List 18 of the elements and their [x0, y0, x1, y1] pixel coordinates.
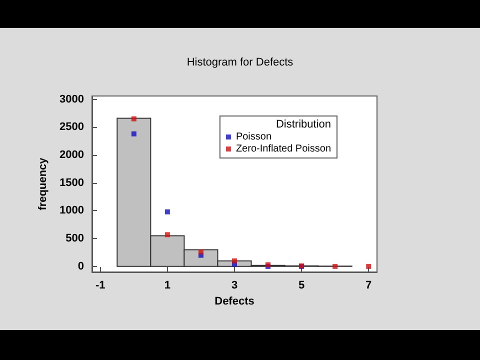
y-tick-label: 2000 — [60, 149, 84, 162]
y-tick-label: 500 — [66, 232, 84, 245]
legend-label: Poisson — [236, 132, 272, 142]
y-tick-label: 2500 — [60, 121, 84, 134]
legend-label: Zero-Inflated Poisson — [236, 144, 332, 154]
x-tick-label: 5 — [298, 280, 305, 292]
x-axis-title: Defects — [214, 295, 254, 308]
y-tick-label: 1500 — [60, 176, 84, 189]
y-tick-label: 0 — [78, 260, 84, 272]
x-tick-label: -1 — [95, 280, 106, 292]
y-axis-title: frequency — [37, 156, 50, 210]
y-tick-label: 3000 — [60, 93, 84, 106]
x-tick-label: 3 — [231, 280, 238, 292]
y-tick-label: 1000 — [60, 204, 84, 217]
x-tick-label: 1 — [164, 280, 171, 292]
chart-title: Histogram for Defects — [186, 56, 294, 68]
legend-title: Distribution — [276, 118, 332, 130]
x-tick-label: 7 — [366, 280, 372, 292]
